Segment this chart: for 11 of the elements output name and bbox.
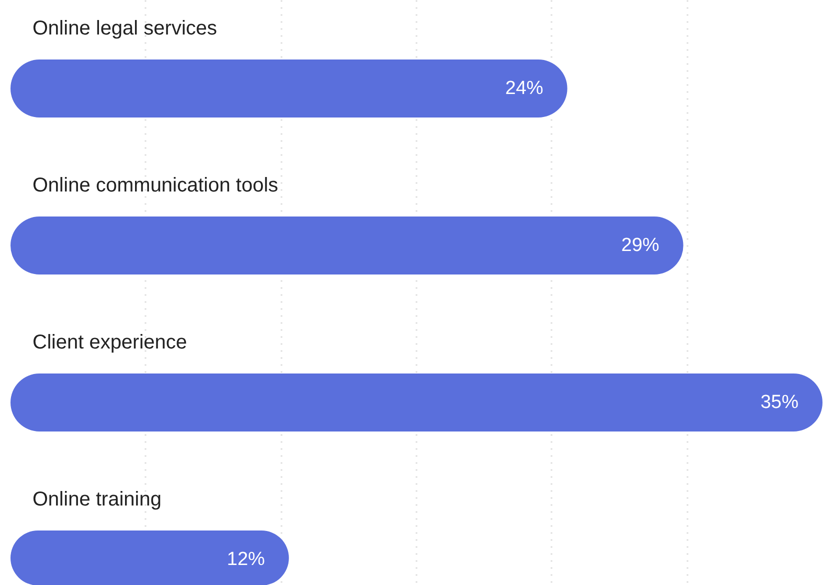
data-label: 35%: [760, 392, 799, 413]
bar: [10, 216, 684, 274]
y-tick-label: Online legal services: [32, 18, 218, 40]
data-label: 24%: [505, 78, 544, 99]
y-tick-label: Online communication tools: [32, 174, 278, 196]
data-label: 12%: [226, 549, 266, 570]
y-tick-label: Online training: [32, 488, 162, 510]
bar: [10, 374, 822, 432]
y-tick-label: Client experience: [32, 332, 188, 354]
data-label: 29%: [621, 235, 660, 256]
bar: [10, 60, 568, 118]
